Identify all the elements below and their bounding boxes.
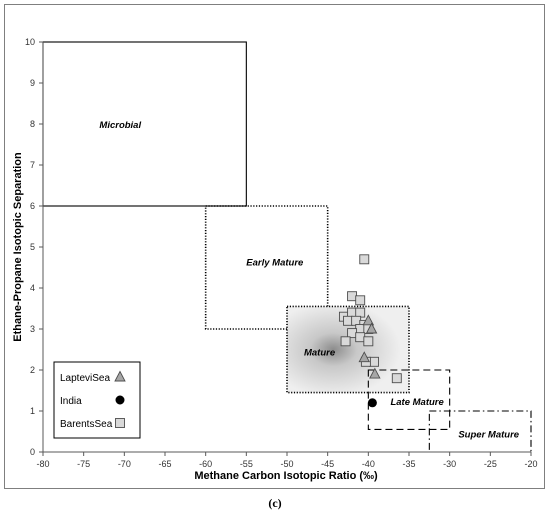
zone-label-late-mature: Late Mature — [390, 397, 444, 408]
point-barentssea — [391, 373, 402, 384]
legend-label-laptevisea: LapteviSea — [60, 373, 110, 384]
point-barentssea — [363, 336, 374, 347]
point-barentssea — [355, 324, 366, 334]
point-laptevisea — [358, 351, 371, 363]
x-axis-title: Methane Carbon Isotopic Ratio (‰) — [194, 470, 378, 482]
x-tick-label: -40 — [362, 459, 375, 469]
point-laptevisea — [362, 314, 375, 326]
y-axis-title: Ethane-Propane Isotopic Separation — [12, 152, 24, 342]
point-barentssea — [347, 328, 358, 339]
zone-late-mature — [367, 369, 451, 431]
chart-frame — [4, 4, 545, 489]
x-tick-label: -80 — [36, 459, 49, 469]
legend-box — [53, 361, 141, 439]
legend-marker-square — [115, 418, 125, 428]
isotope-scatter-chart: Microbial Early Mature Mature Late Mature Su… — [12, 37, 538, 482]
figure-caption: (c) — [268, 496, 282, 510]
y-tick-label: 9 — [30, 78, 35, 88]
point-barentssea — [355, 332, 366, 343]
point-barentssea — [355, 295, 366, 306]
legend-label-barentssea: BarentsSea — [60, 419, 113, 430]
x-tick-label: -50 — [280, 459, 293, 469]
x-tick-label: -60 — [199, 459, 212, 469]
zone-label-mature: Mature — [304, 348, 336, 359]
point-barentssea — [340, 336, 351, 347]
y-tick-label: 8 — [30, 119, 35, 129]
zone-label-microbial: Microbial — [99, 120, 141, 131]
y-tick-label: 1 — [30, 406, 35, 416]
axes-layer: -80 -75 -70 -65 -60 -55 -50 -45 -40 -35 -30 -25 -20 0… — [25, 37, 538, 469]
x-tick-label: -45 — [321, 459, 334, 469]
x-tick-label: -35 — [402, 459, 415, 469]
y-tick-label: 4 — [30, 283, 35, 293]
y-tick-label: 3 — [30, 324, 35, 334]
point-barentssea — [355, 307, 366, 318]
point-barentssea — [369, 356, 379, 367]
x-tick-label: -75 — [77, 459, 90, 469]
point-barentssea — [343, 315, 353, 326]
x-tick-label: -20 — [524, 459, 537, 469]
y-tick-label: 0 — [30, 447, 35, 457]
x-tick-label: -30 — [443, 459, 456, 469]
y-tick-label: 2 — [30, 365, 35, 375]
x-tick-label: -65 — [158, 459, 171, 469]
point-barentssea — [347, 291, 358, 302]
zone-label-super-mature: Super Mature — [458, 430, 519, 441]
zone-early-mature — [204, 205, 329, 330]
zone-label-early-mature: Early Mature — [246, 257, 304, 268]
y-tick-label: 6 — [30, 201, 35, 211]
x-tick-label: -55 — [240, 459, 253, 469]
x-tick-label: -25 — [484, 459, 497, 469]
y-tick-label: 5 — [30, 242, 35, 252]
y-tick-label: 10 — [25, 37, 35, 47]
legend-marker-triangle — [114, 370, 126, 382]
point-laptevisea — [369, 367, 381, 379]
point-barentssea — [359, 254, 370, 265]
point-barentssea — [351, 315, 362, 326]
point-barentssea — [347, 307, 358, 318]
legend: LapteviSea India BarentsSea — [53, 361, 141, 439]
points-layer — [338, 254, 402, 408]
point-india — [367, 398, 377, 408]
zone-microbial — [42, 41, 247, 207]
point-laptevisea — [365, 322, 378, 334]
legend-marker-circle — [115, 395, 125, 405]
x-tick-label: -70 — [118, 459, 131, 469]
y-tick-label: 7 — [30, 160, 35, 170]
legend-label-india: India — [60, 396, 82, 407]
